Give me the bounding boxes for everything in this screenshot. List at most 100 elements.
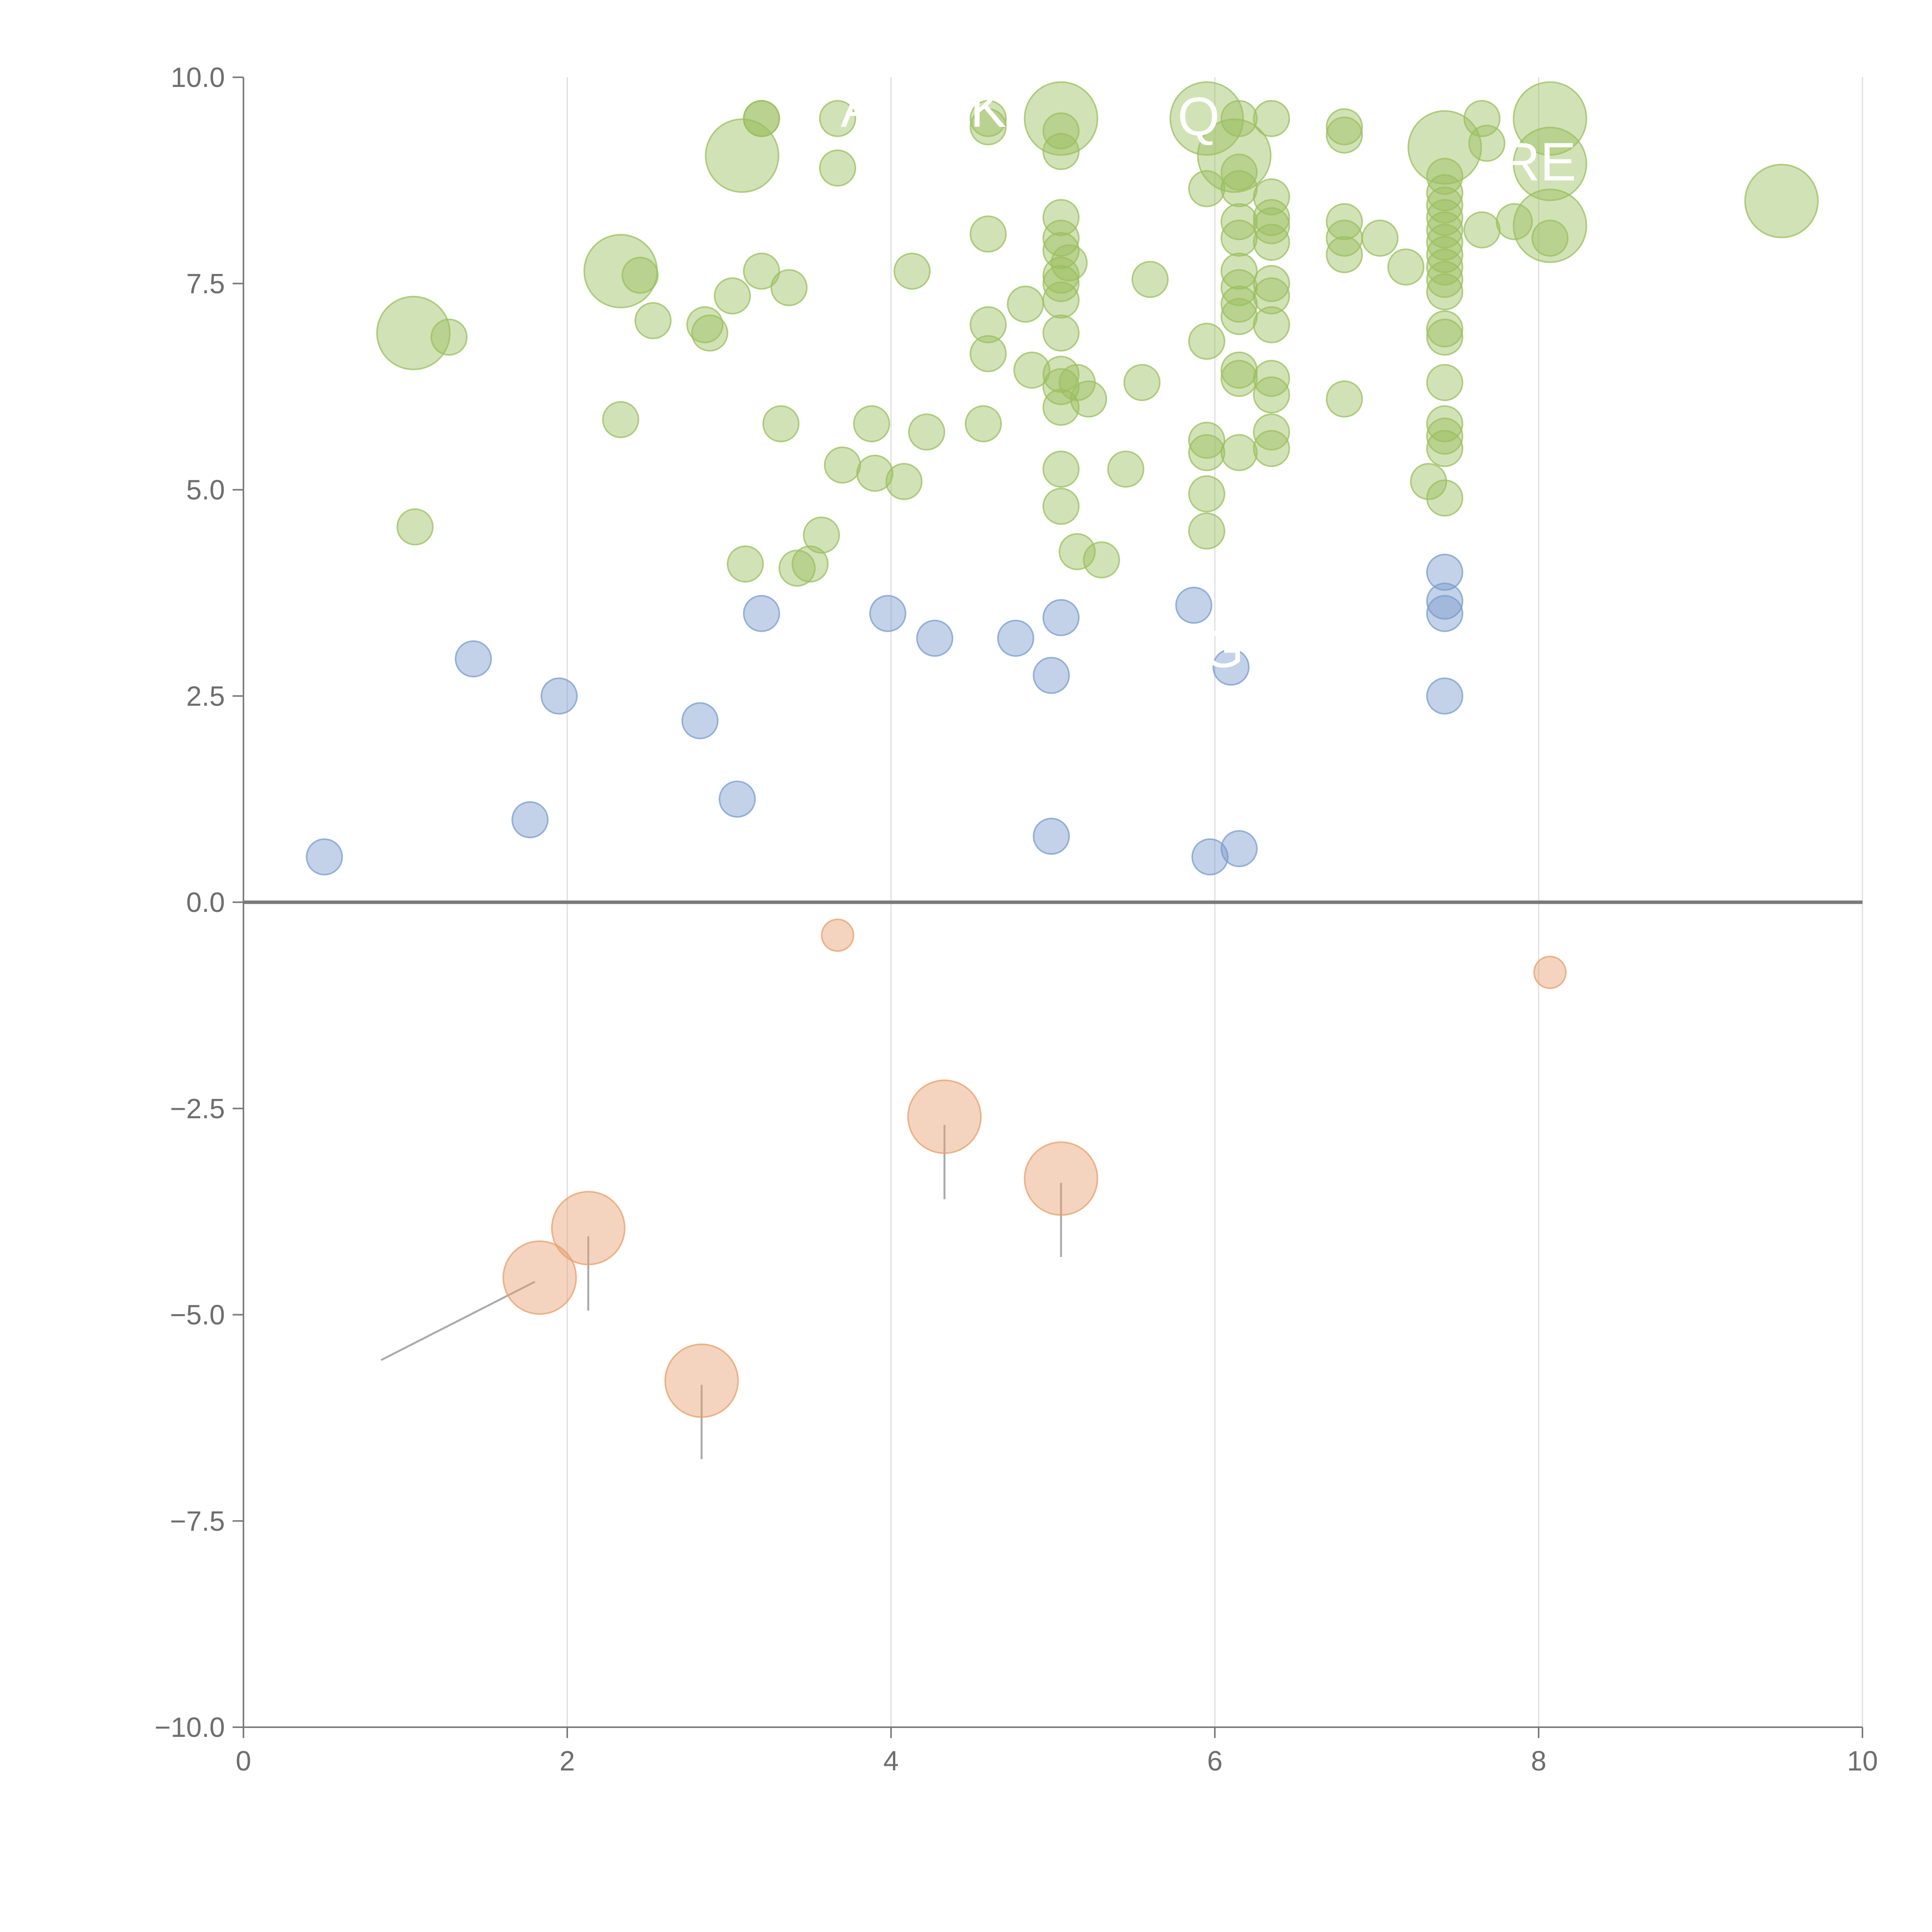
green-point: [691, 314, 728, 352]
green-point: [1253, 430, 1290, 467]
green-point: [1426, 273, 1463, 311]
green-point: [1253, 277, 1290, 315]
blue-point: [1426, 582, 1463, 620]
green-point: [1220, 434, 1258, 471]
green-point: [1326, 116, 1363, 154]
green-point: [1058, 533, 1096, 570]
green-point: [1024, 81, 1099, 156]
green-point: [1220, 100, 1258, 137]
y-tick-label: −10.0: [155, 1712, 225, 1743]
orange-point: [821, 918, 854, 952]
y-tick-label: −7.5: [170, 1506, 225, 1537]
blue-point: [1220, 830, 1258, 867]
green-point: [1042, 112, 1080, 150]
green-point: [705, 118, 779, 193]
green-point: [1253, 360, 1290, 397]
green-point: [1188, 323, 1226, 360]
green-point: [1463, 100, 1501, 137]
green-point: [1253, 207, 1290, 245]
green-point: [1531, 219, 1569, 257]
green-point: [964, 405, 1002, 442]
green-point: [819, 149, 856, 187]
green-point: [1007, 286, 1044, 323]
green-point: [1253, 178, 1290, 216]
green-point: [885, 463, 923, 500]
green-point: [1253, 413, 1290, 451]
green-point: [1107, 451, 1145, 488]
orange-point: [502, 1240, 577, 1315]
green-point: [1513, 81, 1587, 156]
blue-point: [916, 619, 954, 657]
y-tick-label: −5.0: [170, 1300, 225, 1331]
green-point: [969, 335, 1007, 372]
x-tick-label: 6: [1207, 1746, 1223, 1777]
orange-point: [664, 1343, 739, 1418]
green-point: [1387, 248, 1425, 286]
blue-point: [743, 595, 780, 632]
green-point: [743, 252, 780, 290]
point-annotation: K: [970, 78, 1006, 138]
blue-point: [681, 702, 719, 740]
green-point: [1042, 451, 1080, 488]
green-point: [1042, 199, 1080, 236]
green-point: [1468, 124, 1505, 162]
blue-point: [997, 619, 1034, 657]
green-point: [1253, 224, 1290, 261]
y-tick-label: 10.0: [171, 62, 225, 93]
leader-line: [381, 1281, 536, 1361]
green-point: [1220, 170, 1258, 207]
green-point: [1220, 269, 1258, 306]
green-point: [1426, 261, 1463, 298]
blue-point: [1042, 599, 1080, 636]
blue-point: [1212, 648, 1250, 686]
green-point: [1042, 219, 1080, 257]
green-point: [1070, 380, 1107, 418]
green-point: [1188, 422, 1226, 459]
green-point: [1123, 364, 1161, 401]
green-point: [1253, 265, 1290, 302]
green-point: [1744, 163, 1819, 238]
green-point: [1426, 310, 1463, 348]
blue-point: [1032, 818, 1070, 855]
point-annotation: G: [1202, 618, 1244, 679]
orange-point: [551, 1190, 626, 1265]
point-annotation: A: [841, 78, 877, 138]
orange-point: [1533, 956, 1567, 989]
green-point: [1220, 351, 1258, 389]
green-point: [1407, 110, 1482, 185]
green-point: [1042, 314, 1080, 352]
green-point: [1253, 100, 1290, 137]
orange-point: [1024, 1141, 1099, 1216]
data-points: [306, 81, 1819, 1418]
point-annotation: RE: [1501, 131, 1576, 192]
blue-point: [454, 640, 492, 678]
green-point: [1410, 463, 1447, 500]
green-point: [908, 413, 946, 451]
green-point: [1326, 203, 1363, 240]
tick-labels: 0 2 4 6 8 10 −10.0 −7.5 −5.0 −2.5 0.0 2.5 5.0 7.5 10.0: [155, 62, 1878, 1777]
y-tick-label: 7.5: [186, 269, 225, 299]
green-point: [856, 454, 894, 492]
green-point: [1042, 281, 1080, 319]
green-point: [893, 252, 931, 290]
green-point: [1220, 219, 1258, 257]
y-tick-label: −2.5: [170, 1094, 225, 1124]
blue-point: [1191, 838, 1229, 876]
x-tick-label: 2: [560, 1746, 575, 1777]
green-point: [1326, 108, 1363, 146]
green-point: [1426, 158, 1463, 195]
x-tick-label: 4: [883, 1746, 899, 1777]
green-point: [824, 446, 861, 484]
green-point: [1013, 351, 1051, 389]
green-point: [1463, 211, 1501, 248]
blue-point: [1426, 554, 1463, 591]
leader-lines: [381, 1125, 1062, 1459]
green-point: [1253, 376, 1290, 413]
green-point: [969, 100, 1007, 137]
green-point: [1042, 265, 1080, 302]
green-point: [1188, 170, 1226, 207]
y-tick-label: 2.5: [186, 681, 225, 712]
green-point: [602, 401, 639, 439]
blue-point: [869, 595, 906, 632]
green-point: [726, 545, 764, 583]
